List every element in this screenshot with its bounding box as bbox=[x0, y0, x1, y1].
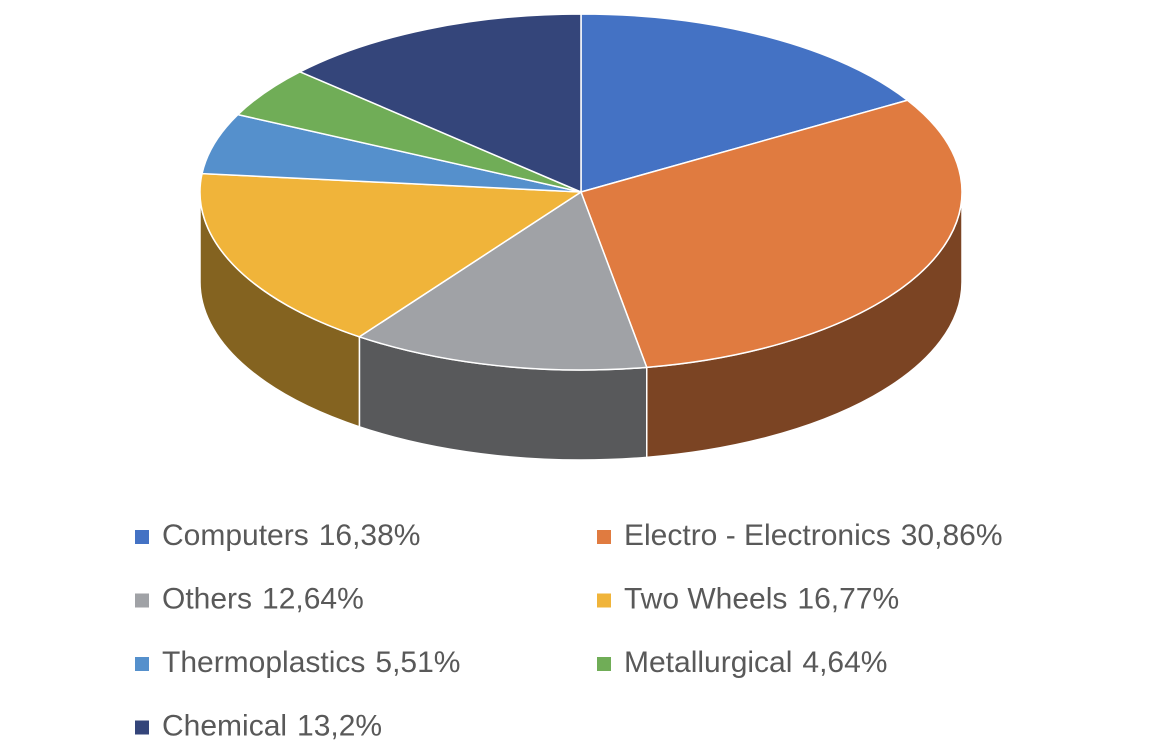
legend-category: Thermoplastics bbox=[162, 646, 365, 679]
legend-value: 16,77% bbox=[797, 582, 899, 615]
legend-value: 16,38% bbox=[319, 519, 421, 552]
slice bbox=[201, 113, 582, 193]
legend-label: Thermoplastics 5,51% bbox=[162, 646, 460, 679]
slice bbox=[357, 190, 648, 371]
legend-label: Metallurgical 4,64% bbox=[624, 646, 887, 679]
legend-swatch bbox=[597, 657, 611, 671]
legend-value: 4,64% bbox=[802, 646, 887, 679]
legend-category: Computers bbox=[162, 519, 309, 552]
legend-category: Metallurgical bbox=[624, 646, 792, 679]
legend-label: Chemical 13,2% bbox=[162, 709, 382, 742]
legend-swatch bbox=[597, 530, 611, 544]
legend-category: Chemical bbox=[162, 709, 287, 742]
legend-label: Computers 16,38% bbox=[162, 519, 420, 552]
slice bbox=[580, 99, 963, 369]
legend-swatch bbox=[135, 530, 149, 544]
legend-category: Electro - Electronics bbox=[624, 519, 891, 552]
slice bbox=[580, 13, 910, 193]
legend-category: Others bbox=[162, 582, 252, 615]
legend-label: Electro - Electronics 30,86% bbox=[624, 519, 1003, 552]
legend-swatch bbox=[135, 593, 149, 608]
legend-label: Two Wheels 16,77% bbox=[624, 582, 899, 615]
legend-value: 13,2% bbox=[297, 709, 382, 742]
slice bbox=[298, 13, 582, 194]
legend-value: 12,64% bbox=[262, 582, 364, 615]
legend-label: Others 12,64% bbox=[162, 582, 364, 615]
legend-swatch bbox=[135, 657, 149, 671]
legend-swatch bbox=[597, 593, 611, 608]
legend-swatch bbox=[135, 720, 149, 735]
legend-value: 30,86% bbox=[901, 519, 1003, 552]
legend-value: 5,51% bbox=[375, 646, 460, 679]
legend-category: Two Wheels bbox=[624, 582, 787, 615]
slice bbox=[199, 172, 584, 338]
